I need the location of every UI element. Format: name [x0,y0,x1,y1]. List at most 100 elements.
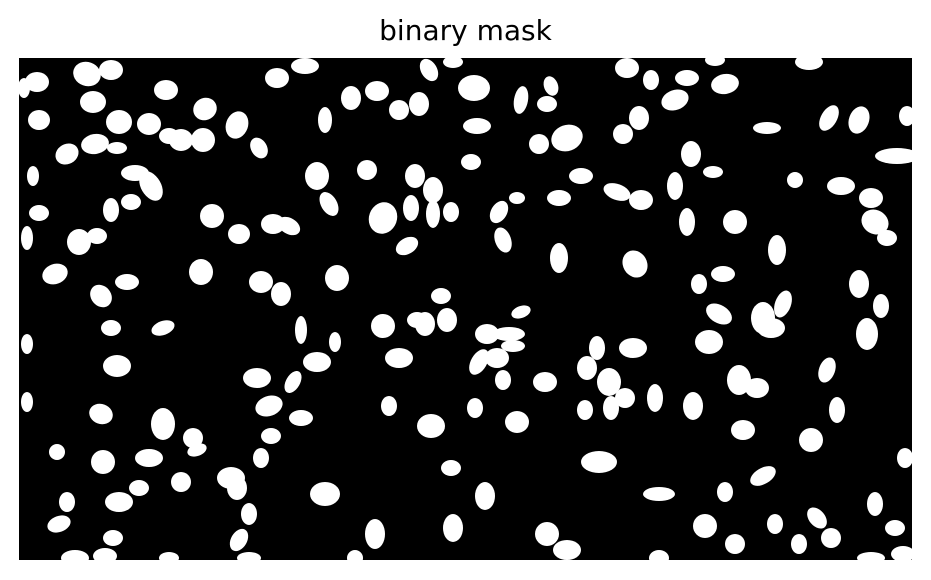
mask-blob [489,200,509,224]
mask-blob [513,86,529,114]
mask-blob [319,192,339,216]
mask-blob [89,403,113,425]
mask-blob [115,274,139,290]
mask-blob [711,266,735,282]
mask-blob [250,137,268,159]
mask-blob [409,92,429,116]
mask-blob [193,97,217,121]
mask-blob [511,305,531,319]
mask-blob [137,113,161,135]
mask-blob [768,235,786,265]
mask-blob [857,552,885,560]
mask-blob [550,243,568,273]
mask-blob [827,177,855,195]
mask-blob [753,122,781,134]
mask-blob [603,183,631,201]
mask-blob [403,195,419,221]
mask-blob [441,460,461,476]
mask-blob [200,204,224,228]
mask-blob [423,177,443,203]
mask-blob [103,198,119,222]
mask-blob [643,70,659,90]
mask-blob [42,263,68,285]
mask-blob [310,482,340,506]
mask-blob [693,514,717,538]
mask-blob [875,148,912,164]
mask-blob [615,58,639,78]
mask-blob [443,202,459,222]
mask-blob [159,128,179,144]
mask-blob [877,230,897,246]
mask-blob [325,265,349,291]
mask-blob [629,106,649,130]
mask-blob [381,396,397,416]
mask-blob [757,318,785,338]
mask-blob [431,288,451,304]
mask-blob [303,352,331,372]
mask-blob [191,128,215,152]
mask-blob [171,472,191,492]
mask-blob [443,514,463,542]
mask-blob [277,216,301,236]
mask-blob [643,487,675,501]
mask-blob [407,312,427,328]
mask-blob [711,73,739,95]
mask-blob [551,124,583,152]
mask-blob [891,546,912,560]
mask-blob [368,202,398,234]
binary-mask-image [19,58,912,560]
mask-blob [849,270,869,298]
mask-blob [787,172,803,188]
mask-blob [807,507,827,529]
mask-blob [818,357,836,383]
mask-blob [227,476,247,500]
mask-blob [47,515,71,533]
mask-blob [899,106,912,126]
mask-blob [90,284,112,308]
mask-blob [318,107,332,133]
mask-blob [705,58,725,66]
mask-blob [791,534,807,554]
mask-blob [21,392,33,412]
mask-blob [647,384,663,412]
mask-blob [856,318,878,350]
mask-blob [59,492,75,512]
mask-blob [463,118,491,134]
mask-blob [347,550,363,560]
mask-blob [365,519,385,549]
mask-blob [767,514,783,534]
mask-blob [681,141,701,167]
mask-blob [861,209,889,235]
mask-blob [419,58,439,82]
mask-blob [25,72,49,92]
mask-blob [543,76,559,96]
mask-blob [237,552,261,560]
mask-blob [795,58,823,70]
mask-blob [67,229,91,255]
mask-blob [589,336,605,360]
mask-blob [443,58,463,68]
mask-blob [61,550,89,560]
mask-blob [101,320,121,336]
mask-blob [189,259,213,285]
mask-blob [19,78,30,98]
mask-blob [154,80,178,100]
mask-blob [725,534,745,554]
mask-blob [577,400,593,420]
mask-blob [29,205,49,221]
mask-blob [284,371,302,393]
mask-blob [329,332,341,352]
mask-blob [467,398,483,418]
mask-blob [495,370,511,390]
mask-blob [577,356,597,380]
mask-blob [494,227,512,253]
mask-blob [821,528,841,548]
mask-blob [661,89,689,111]
mask-blob [458,75,490,101]
mask-blob [727,365,751,395]
mask-blob [405,164,425,188]
mask-blob [55,143,79,165]
mask-blob [537,96,557,112]
mask-blob [426,200,440,228]
mask-blob [87,228,107,244]
